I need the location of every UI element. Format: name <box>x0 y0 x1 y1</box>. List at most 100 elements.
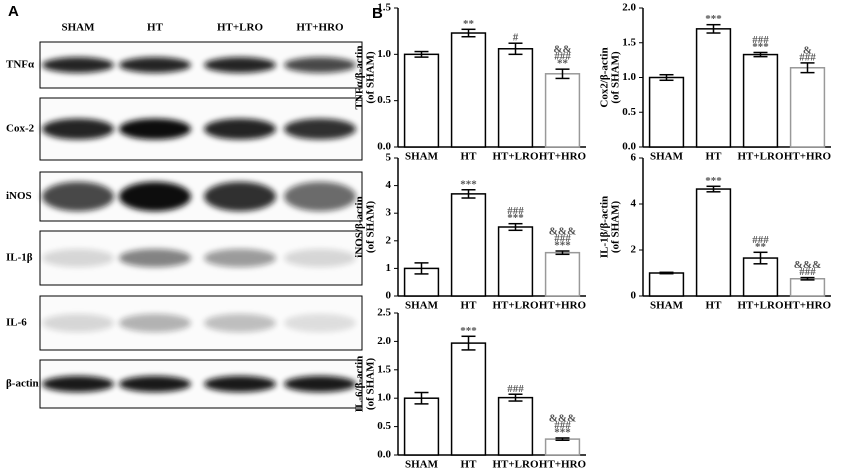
significance-mark: ### <box>507 205 524 217</box>
bar <box>648 272 685 297</box>
bar <box>544 251 581 297</box>
bar <box>403 53 440 148</box>
error-bar <box>555 68 570 80</box>
x-tick-label: HT <box>461 151 478 163</box>
blot-band <box>284 118 356 140</box>
y-tick-label: 2.5 <box>377 307 391 319</box>
blot-band <box>119 248 191 268</box>
y-axis-label: Cox2/β-actin <box>599 47 611 107</box>
y-tick-label: 6 <box>631 152 637 164</box>
significance-mark: ### <box>554 51 571 63</box>
error-bar <box>706 185 721 193</box>
significance-mark: &&& <box>549 412 577 424</box>
y-tick-label: 2 <box>386 234 392 246</box>
y-tick-label: 4 <box>631 198 637 210</box>
y-tick-label: 2 <box>631 244 637 256</box>
bar <box>497 226 534 297</box>
significance-mark: ** <box>463 18 475 30</box>
error-bar <box>461 335 476 351</box>
significance-mark: *** <box>460 325 477 337</box>
y-axis-label: IL-1β/β-actin <box>599 196 611 258</box>
y-tick-label: 1.5 <box>377 2 391 14</box>
bar <box>789 278 826 297</box>
y-axis-label: (of SHAM) <box>610 201 622 254</box>
row-label: iNOS <box>6 190 32 202</box>
error-bar <box>461 188 476 199</box>
panel-label: B <box>372 5 383 22</box>
significance-mark: &&& <box>549 226 577 238</box>
significance-mark: & <box>803 44 812 56</box>
blot-band <box>119 375 191 393</box>
y-tick-label: 0.0 <box>377 449 391 461</box>
y-tick-label: 0.5 <box>622 106 636 118</box>
error-bar <box>753 251 768 265</box>
y-tick-label: 1.5 <box>622 36 636 48</box>
blot-band <box>42 248 114 268</box>
significance-mark: # <box>513 32 519 44</box>
significance-mark: *** <box>705 13 722 25</box>
error-bar <box>659 271 674 275</box>
error-bar <box>555 437 570 441</box>
x-tick-label: HT <box>706 151 723 163</box>
significance-mark: &&& <box>794 259 822 271</box>
row-label: Cox-2 <box>6 123 35 135</box>
blot-band <box>42 375 114 393</box>
y-tick-label: 1.0 <box>377 48 391 60</box>
y-axis-label: (of SHAM) <box>365 201 377 254</box>
significance-mark: ### <box>752 234 769 246</box>
bar <box>497 396 534 456</box>
blot-band <box>284 181 356 212</box>
error-bar <box>659 73 674 82</box>
blot-band <box>284 375 356 393</box>
x-tick-label: HT <box>706 300 723 312</box>
x-tick-label: SHAM <box>405 300 439 312</box>
significance-mark: ** <box>557 58 569 70</box>
y-tick-label: 3 <box>386 207 392 219</box>
y-tick-label: 4 <box>386 179 392 191</box>
row-label: IL-1β <box>6 252 33 264</box>
error-bar <box>508 42 523 56</box>
y-tick-label: 2.0 <box>377 335 391 347</box>
y-axis-label: (of SHAM) <box>610 51 622 104</box>
bar <box>648 76 685 148</box>
y-tick-label: 0 <box>631 290 637 302</box>
blot-band <box>42 118 114 140</box>
significance-mark: *** <box>554 240 571 252</box>
significance-mark: *** <box>460 178 477 190</box>
significance-mark: *** <box>507 212 524 224</box>
y-tick-label: 2.0 <box>622 2 636 14</box>
x-tick-label: SHAM <box>405 459 439 471</box>
column-label: SHAM <box>62 22 96 34</box>
column-label: HT+HRO <box>296 22 344 34</box>
significance-mark: ### <box>752 34 769 46</box>
y-axis-label: iNOS/β-actin <box>354 196 366 257</box>
y-axis-label: (of SHAM) <box>365 358 377 411</box>
significance-mark: *** <box>554 426 571 438</box>
bar <box>450 32 487 148</box>
significance-mark: ### <box>554 233 571 245</box>
y-tick-label: 0.5 <box>377 94 391 106</box>
blot-band <box>42 313 114 333</box>
x-tick-label: HT+LRO <box>493 459 539 471</box>
x-tick-label: HT+HRO <box>784 151 832 163</box>
error-bar <box>508 222 523 232</box>
y-tick-label: 0.0 <box>622 141 636 153</box>
error-bar <box>414 391 429 405</box>
y-axis-label: TNFα/β-actin <box>354 46 366 110</box>
blot-band <box>42 181 114 212</box>
blot-band <box>204 181 276 212</box>
x-tick-label: HT+LRO <box>738 151 784 163</box>
error-bar <box>508 393 523 402</box>
bar <box>695 28 732 148</box>
blot-band <box>284 248 356 268</box>
panel-label: A <box>8 3 19 20</box>
y-tick-label: 1.0 <box>622 71 636 83</box>
bar <box>403 397 440 456</box>
significance-mark: && <box>553 44 571 56</box>
error-bar <box>706 23 721 34</box>
significance-mark: ** <box>755 241 767 253</box>
error-bar <box>414 262 429 275</box>
blot-band <box>284 57 356 73</box>
y-axis-label: (of SHAM) <box>365 51 377 104</box>
